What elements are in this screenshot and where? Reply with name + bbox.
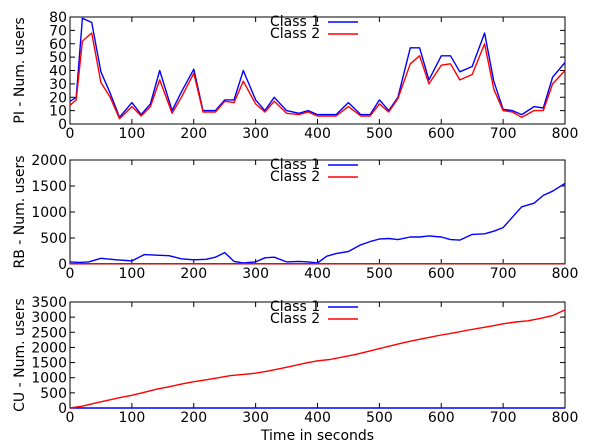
x-tick-label: 600 — [428, 410, 455, 426]
x-tick-label: 500 — [366, 410, 393, 426]
y-tick-label: 60 — [49, 37, 67, 53]
series-line-class-1 — [69, 17, 566, 119]
y-tick-label: 70 — [49, 23, 67, 39]
x-tick-label: 0 — [66, 410, 75, 426]
y-tick-label: 1500 — [31, 356, 67, 372]
y-axis-label: RB - Num. users — [12, 156, 28, 269]
y-tick-label: 0 — [58, 117, 67, 133]
y-axis-label: CU - Num. users — [12, 298, 28, 412]
y-tick-label: 0 — [58, 401, 67, 417]
y-tick-label: 1000 — [31, 205, 67, 221]
y-tick-label: 80 — [49, 10, 67, 26]
x-tick-label: 400 — [304, 126, 331, 142]
y-tick-label: 30 — [49, 77, 67, 93]
series-line-class-2 — [69, 32, 566, 120]
chart-panel-2: 0 100 200 300 400 500 600 700 800 0 500 1000 1500 200… — [12, 153, 578, 282]
y-tick-label: 20 — [49, 90, 67, 106]
x-axis-label: Time in seconds — [260, 428, 374, 444]
legend-label: Class 2 — [270, 169, 320, 185]
y-tick-label: 2000 — [31, 153, 67, 169]
y-tick-label: 2500 — [31, 325, 67, 341]
series-line-class-1 — [69, 182, 566, 264]
x-tick-label: 700 — [490, 126, 517, 142]
legend-label: Class 1 — [270, 157, 320, 173]
x-tick-label: 600 — [428, 126, 455, 142]
x-tick-label: 800 — [552, 266, 579, 282]
x-tick-label: 600 — [428, 266, 455, 282]
x-tick-label: 500 — [366, 126, 393, 142]
legend-label: Class 1 — [270, 299, 320, 315]
x-tick-label: 700 — [490, 266, 517, 282]
y-tick-label: 40 — [49, 64, 67, 80]
x-tick-label: 400 — [304, 266, 331, 282]
chart-panel-1: 0 100 200 300 400 500 600 700 800010203040506070… — [12, 10, 578, 142]
y-tick-label: 0 — [58, 257, 67, 273]
y-tick-label: 3500 — [31, 295, 67, 311]
x-tick-label: 100 — [119, 126, 146, 142]
y-axis-label: PI - Num. users — [12, 17, 28, 123]
y-tick-label: 50 — [49, 50, 67, 66]
x-tick-label: 200 — [180, 266, 207, 282]
x-tick-label: 100 — [119, 266, 146, 282]
x-tick-label: 300 — [242, 266, 269, 282]
y-tick-label: 3000 — [31, 310, 67, 326]
x-tick-label: 200 — [180, 410, 207, 426]
x-tick-label: 700 — [490, 410, 517, 426]
y-tick-label: 500 — [40, 386, 67, 402]
x-tick-label: 800 — [552, 410, 579, 426]
series-line-class-2 — [69, 309, 566, 409]
x-tick-label: 500 — [366, 266, 393, 282]
x-tick-label: 800 — [552, 126, 579, 142]
x-tick-label: 300 — [242, 126, 269, 142]
legend-label: Class 2 — [270, 311, 320, 327]
y-tick-label: 2000 — [31, 340, 67, 356]
x-tick-label: 200 — [180, 126, 207, 142]
x-tick-label: 400 — [304, 410, 331, 426]
legend-label: Class 2 — [270, 26, 320, 42]
x-tick-label: 0 — [66, 126, 75, 142]
x-tick-label: 300 — [242, 410, 269, 426]
x-tick-label: 100 — [119, 410, 146, 426]
y-tick-label: 1000 — [31, 371, 67, 387]
y-tick-label: 1500 — [31, 179, 67, 195]
y-tick-label: 10 — [49, 104, 67, 120]
legend-label: Class 1 — [270, 14, 320, 30]
x-tick-label: 0 — [66, 266, 75, 282]
y-tick-label: 500 — [40, 231, 67, 247]
chart-panel-3: 0 100 200 300 400 500 600 700 800050010001500200… — [12, 295, 578, 444]
